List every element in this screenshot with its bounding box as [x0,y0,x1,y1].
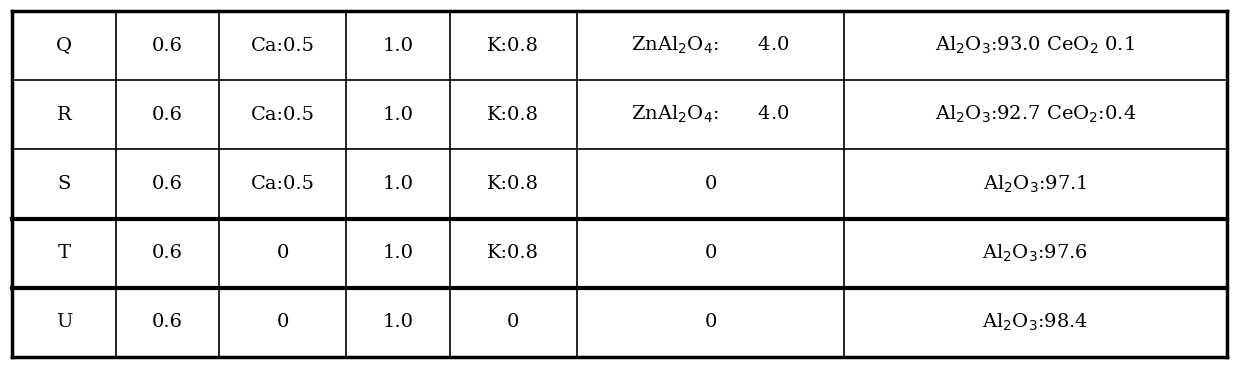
Text: 1.0: 1.0 [383,175,414,193]
Bar [115,11,219,80]
Bar [844,219,1227,288]
Bar [115,149,219,219]
Bar [219,80,346,149]
Bar [346,80,450,149]
Text: 1.0: 1.0 [383,106,414,124]
Bar [219,288,346,357]
Text: Al$_2$O$_3$:97.6: Al$_2$O$_3$:97.6 [983,243,1088,264]
Text: Ca:0.5: Ca:0.5 [250,37,315,54]
Text: Al$_2$O$_3$:92.7 CeO$_2$:0.4: Al$_2$O$_3$:92.7 CeO$_2$:0.4 [934,104,1136,125]
Text: ZnAl$_2$O$_4$:  4.0: ZnAl$_2$O$_4$: 4.0 [632,104,789,125]
Text: S: S [57,175,71,193]
Bar [219,149,346,219]
Bar [450,149,577,219]
Bar [346,219,450,288]
Bar [450,288,577,357]
Bar [115,219,219,288]
Text: Al$_2$O$_3$:93.0 CeO$_2$ 0.1: Al$_2$O$_3$:93.0 CeO$_2$ 0.1 [935,35,1135,56]
Bar [577,149,844,219]
Bar [12,80,115,149]
Bar [844,11,1227,80]
Bar [12,219,115,288]
Text: 0: 0 [276,244,289,262]
Text: K:0.8: K:0.8 [487,106,539,124]
Text: 0.6: 0.6 [151,314,182,331]
Bar [12,11,115,80]
Text: 0: 0 [705,314,716,331]
Text: R: R [57,106,72,124]
Text: 0: 0 [507,314,519,331]
Text: K:0.8: K:0.8 [487,175,539,193]
Text: 1.0: 1.0 [383,37,414,54]
Text: K:0.8: K:0.8 [487,37,539,54]
Bar [12,149,115,219]
Bar [844,80,1227,149]
Text: 0: 0 [705,175,716,193]
Bar [577,11,844,80]
Text: 0: 0 [705,244,716,262]
Bar [219,219,346,288]
Bar [346,11,450,80]
Text: Al$_2$O$_3$:97.1: Al$_2$O$_3$:97.1 [983,173,1088,195]
Text: 0.6: 0.6 [151,37,182,54]
Bar [844,288,1227,357]
Bar [219,11,346,80]
Bar [115,80,219,149]
Text: 0.6: 0.6 [151,106,182,124]
Text: Q: Q [56,37,72,54]
Bar [450,219,577,288]
Bar [346,288,450,357]
Bar [577,288,844,357]
Text: Ca:0.5: Ca:0.5 [250,175,315,193]
Bar [450,11,577,80]
Text: U: U [56,314,72,331]
Bar [450,80,577,149]
Text: 0.6: 0.6 [151,244,182,262]
Bar [577,219,844,288]
Bar [346,149,450,219]
Bar [577,80,844,149]
Text: 0.6: 0.6 [151,175,182,193]
Text: T: T [57,244,71,262]
Text: 1.0: 1.0 [383,314,414,331]
Bar [115,288,219,357]
Bar [12,288,115,357]
Text: K:0.8: K:0.8 [487,244,539,262]
Bar [844,149,1227,219]
Text: Ca:0.5: Ca:0.5 [250,106,315,124]
Text: 0: 0 [276,314,289,331]
Text: ZnAl$_2$O$_4$:  4.0: ZnAl$_2$O$_4$: 4.0 [632,35,789,56]
Text: Al$_2$O$_3$:98.4: Al$_2$O$_3$:98.4 [983,312,1089,333]
Text: 1.0: 1.0 [383,244,414,262]
